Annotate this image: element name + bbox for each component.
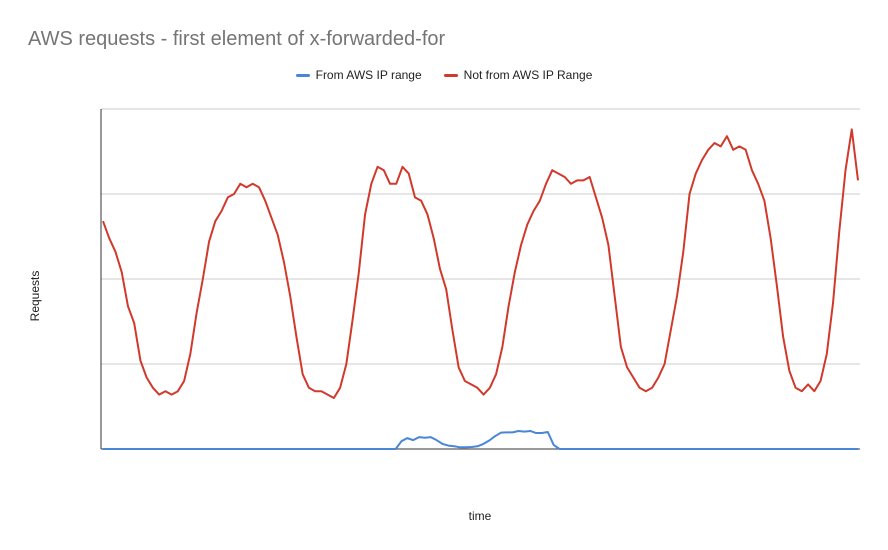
series-line-not-aws	[102, 128, 859, 399]
legend-swatch-not-aws	[443, 73, 458, 77]
legend: From AWS IP range Not from AWS IP Range	[0, 68, 888, 82]
series-line-aws	[103, 429, 858, 450]
legend-label-not-aws: Not from AWS IP Range	[463, 68, 593, 82]
chart-title: AWS requests - first element of x-forwar…	[28, 28, 446, 50]
legend-item-not-aws[interactable]: Not from AWS IP Range	[443, 68, 593, 82]
legend-item-aws[interactable]: From AWS IP range	[295, 68, 422, 82]
legend-swatch-aws	[295, 73, 310, 77]
x-axis-label: time	[468, 509, 492, 523]
legend-label-aws: From AWS IP range	[315, 68, 422, 82]
